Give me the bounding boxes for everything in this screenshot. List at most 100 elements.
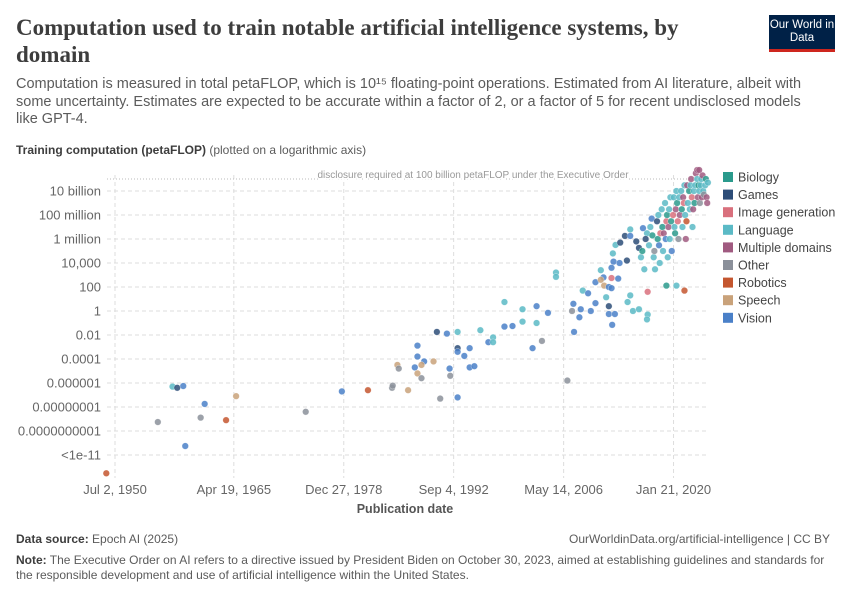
data-point-vision [608,321,616,329]
data-point-other [568,307,576,315]
legend-item-multiple-domains[interactable]: Multiple domains [738,241,832,255]
data-point-biology [648,231,656,239]
data-point-vision [655,241,663,249]
data-point-language [654,211,662,219]
data-point-games [623,257,631,265]
data-point-language [659,247,667,255]
legend-item-robotics[interactable]: Robotics [738,276,787,290]
data-point-other [563,377,571,385]
data-point-language [677,187,685,195]
y-axis-note: (plotted on a logarithmic axis) [209,143,367,157]
data-point-vision [414,353,421,361]
data-point-language [626,225,634,233]
legend-item-speech[interactable]: Speech [738,294,780,308]
data-point-language [640,265,648,273]
y-tick-label: 0.000001 [47,376,101,391]
data-point-multiple-domains [687,175,695,183]
data-point-language [609,249,617,257]
data-point-language [635,305,643,313]
data-point-robotics [683,217,690,225]
x-tick-label: Dec 27, 1978 [305,482,382,497]
data-point-vision [616,259,624,267]
y-tick-label: 10,000 [61,256,101,271]
data-point-language [624,298,632,306]
legend-swatch[interactable] [723,260,733,270]
data-point-other [674,235,682,243]
data-point-image-generation [608,274,615,282]
source-text: Epoch AI (2025) [92,532,179,546]
data-point-multiple-domains [689,205,697,213]
x-axis-title: Publication date [357,502,454,516]
data-point-other [389,382,397,390]
data-point-vision [570,328,578,336]
data-point-language [645,241,653,249]
x-tick-label: Jan 21, 2020 [636,482,711,497]
data-point-language [672,282,680,290]
y-tick-label: <1e-11 [61,448,101,463]
legend-swatch[interactable] [723,295,733,306]
y-tick-label: 0.0000000001 [18,424,101,439]
legend-swatch[interactable] [723,172,733,182]
legend-item-other[interactable]: Other [738,259,769,273]
note-text: The Executive Order on AI refers to a di… [16,553,825,582]
data-point-vision [610,258,617,266]
source-url[interactable]: OurWorldinData.org/artificial-intelligen… [569,532,830,546]
legend-item-biology[interactable]: Biology [738,171,780,185]
legend-swatch[interactable] [723,207,733,218]
y-axis-title: Training computation (petaFLOP) (plotted… [16,143,366,157]
data-point-biology [658,223,666,231]
data-point-vision [605,310,613,318]
data-point-vision [592,299,599,307]
data-point-language [489,338,497,346]
data-point-vision [668,247,676,255]
data-point-language [689,223,696,231]
owid-logo[interactable]: Our World in Data [769,15,835,52]
data-point-speech [404,386,412,394]
data-point-games [433,328,441,336]
data-point-vision [454,348,462,356]
data-point-vision [201,400,209,408]
data-point-robotics [681,287,688,295]
legend-swatch[interactable] [723,189,733,200]
data-point-vision [533,302,541,310]
data-point-vision [575,313,583,321]
data-point-vision [608,264,615,272]
data-point-multiple-domains [679,193,687,201]
data-point-multiple-domains [703,193,710,201]
data-point-vision [179,382,187,390]
data-point-language [597,266,605,274]
data-point-language [626,291,634,299]
data-point-vision [639,224,647,232]
data-point-vision [411,363,419,371]
data-point-other [446,372,454,380]
data-point-language [501,298,508,306]
data-point-vision [454,393,462,401]
data-point-vision [460,352,468,360]
data-point-language [519,305,526,313]
disclosure-annotation: disclosure required at 100 billion petaF… [317,170,629,181]
data-point-vision [608,284,615,292]
legend-item-image-generation[interactable]: Image generation [738,206,835,220]
data-point-language [661,199,669,207]
data-point-vision [414,342,421,350]
legend-swatch[interactable] [723,277,733,288]
x-tick-label: May 14, 2006 [524,482,603,497]
data-point-vision [529,344,537,352]
data-point-other [436,395,444,403]
data-point-vision [338,387,346,395]
legend-item-vision[interactable]: Vision [738,311,772,325]
legend-item-games[interactable]: Games [738,188,778,202]
data-point-language [454,328,462,336]
data-point-language [656,259,664,267]
legend-swatch[interactable] [723,312,733,323]
data-point-speech [430,357,437,365]
legend-item-language[interactable]: Language [738,223,794,237]
data-point-other [154,418,162,426]
legend-swatch[interactable] [723,224,733,235]
data-source: Data source: Epoch AI (2025) [16,532,178,546]
data-point-language [519,318,526,326]
legend-swatch[interactable] [723,242,733,253]
data-point-games [653,217,661,225]
